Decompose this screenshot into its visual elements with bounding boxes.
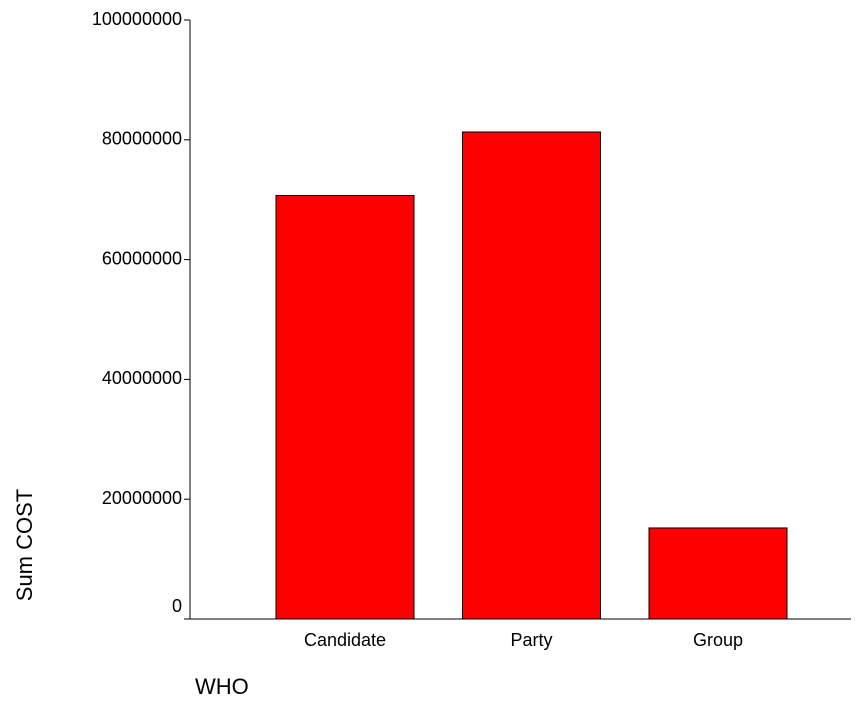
x-tick-label: Candidate (304, 630, 386, 650)
y-tick-label: 40000000 (102, 368, 182, 388)
y-tick-label: 80000000 (102, 129, 182, 149)
bar (275, 195, 415, 620)
y-tick-label: 20000000 (102, 488, 182, 508)
y-tick-label: 100000000 (92, 9, 182, 29)
y-tick-label: 0 (172, 596, 182, 616)
x-tick-label: Party (510, 630, 552, 650)
x-axis-label: WHO (195, 674, 249, 699)
y-tick-label: 60000000 (102, 248, 182, 268)
bar (648, 527, 788, 620)
bar (462, 131, 601, 620)
y-axis-label: Sum COST (12, 489, 37, 601)
x-tick-label: Group (693, 630, 743, 650)
